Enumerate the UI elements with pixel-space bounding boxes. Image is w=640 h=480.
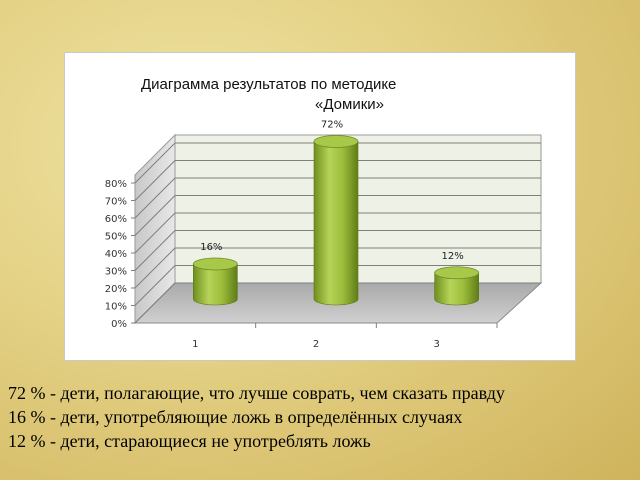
caption-72: 72 % - дети, полагающие, что лучше совра… [8,383,505,403]
y-tick-label: 20% [105,284,127,295]
gridline-side [134,177,176,219]
x-tick-label: 3 [433,339,439,350]
x-tick-label: 1 [192,339,198,350]
y-tick-label: 30% [105,267,127,278]
bar-data-label: 12% [442,251,464,262]
bar [434,272,479,306]
y-tick-label: 0% [111,319,127,330]
y-tick-label: 10% [105,302,127,313]
x-tick-label: 2 [313,339,319,350]
chart-title-line-1: Диаграмма результатов по методике [141,76,397,93]
bar-top [313,135,359,148]
y-tick-label: 60% [105,214,127,225]
gridline-side [134,212,176,254]
caption-16: 16 % - дети, употребляющие ложь в опреде… [8,407,463,427]
bar-data-label: 72% [321,120,343,131]
gridline-side [134,230,176,271]
caption-12: 12 % - дети, старающиеся не употреблять … [8,431,371,451]
y-tick-label: 40% [105,249,127,260]
gridline-side [134,160,176,201]
y-tick-label: 70% [105,197,127,208]
chart-plot: 0% 10% 20% 30% 40% 50% 60% 70% 80% 16% 1 72% 2 12% 3 [105,120,543,350]
gridline-side [134,195,176,236]
bar-data-label: 16% [200,242,222,253]
gridline-side [134,282,176,324]
gridline-side [134,265,176,306]
bar [313,141,359,306]
bar-top [192,257,238,271]
gridline-side [134,142,176,184]
y-tick-label: 80% [105,179,127,190]
chart-frame: Диаграмма результатов по методике «Домик… [64,52,576,361]
chart-title-line-2: «Домики» [315,96,384,113]
bar [193,263,238,306]
y-tick-label: 50% [105,232,127,243]
bar-top [434,266,480,280]
gridline-side [134,247,176,289]
